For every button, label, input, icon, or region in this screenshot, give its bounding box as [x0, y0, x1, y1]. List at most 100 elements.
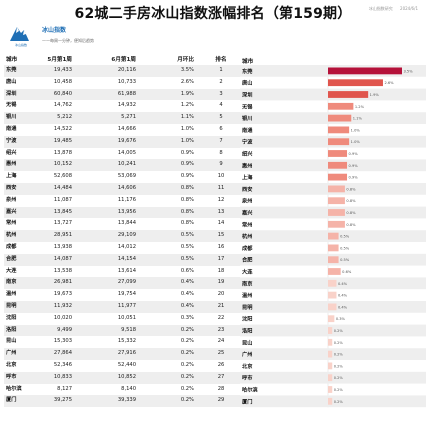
table-row: 深圳 60,840 61,988 1.9% 3 [4, 88, 240, 101]
chart-value-label: 0.3% [336, 317, 346, 321]
chart-value-label: 1.1% [353, 117, 363, 121]
jun-value-cell: 14,012 [117, 243, 136, 250]
city-cell: 东莞 [6, 67, 17, 73]
mom-change-cell: 1.2% [180, 102, 194, 109]
jun-value-cell: 61,988 [117, 90, 136, 97]
jun-value-cell: 20,116 [117, 67, 136, 73]
chart-value-label: 0.8% [346, 223, 356, 227]
may-value-cell: 8,127 [57, 385, 72, 392]
chart-bar [328, 279, 337, 287]
rank-cell: 8 [219, 149, 223, 156]
rank-cell: 19 [217, 279, 225, 286]
mom-change-cell: 0.5% [180, 232, 194, 239]
chart-value-label: 0.2% [334, 376, 344, 380]
city-cell: 大连 [6, 267, 17, 274]
chart-value-label: 0.5% [340, 246, 350, 250]
city-cell: 合肥 [6, 255, 17, 262]
may-value-cell: 60,840 [53, 90, 72, 97]
table-row: 唐山 10,458 10,733 2.6% 2 [4, 77, 240, 89]
chart-bar [328, 303, 337, 311]
chart-category-label: 沈阳 [242, 315, 252, 323]
city-cell: 常州 [6, 220, 17, 227]
chart-value-label: 0.4% [338, 305, 348, 309]
may-value-cell: 14,762 [53, 102, 72, 109]
chart-bar [328, 114, 352, 122]
city-cell: 昆山 [6, 338, 17, 345]
header-mom: 月环比 [177, 57, 194, 63]
rank-cell: 14 [217, 220, 225, 227]
rank-cell: 5 [219, 114, 223, 121]
city-cell: 北京 [6, 361, 17, 368]
jun-value-cell: 19,676 [117, 137, 136, 144]
mountain-icon [10, 27, 29, 41]
mom-change-cell: 1.0% [180, 137, 194, 144]
rank-cell: 11 [217, 184, 225, 191]
rank-cell: 3 [219, 90, 223, 97]
chart-value-label: 0.2% [334, 400, 344, 404]
may-value-cell: 13,727 [53, 220, 72, 227]
chart-value-label: 0.2% [334, 341, 344, 345]
mom-change-cell: 0.8% [180, 208, 194, 215]
mom-change-cell: 0.2% [180, 373, 194, 380]
mom-change-cell: 2.6% [180, 78, 194, 85]
chart-value-label: 0.5% [340, 258, 350, 262]
chart-category-label: 北京 [242, 362, 252, 370]
table-row: 大连 13,538 13,614 0.6% 18 [4, 266, 240, 278]
mom-change-cell: 0.8% [180, 196, 194, 203]
rank-cell: 16 [217, 243, 225, 250]
jun-value-cell: 10,241 [117, 161, 136, 168]
may-value-cell: 13,878 [53, 149, 72, 156]
may-value-cell: 52,346 [53, 361, 72, 368]
logo-text: 冰山指数 [14, 43, 27, 47]
chart-value-label: 2.6% [384, 81, 394, 85]
chart-category-label: 昆山 [242, 338, 252, 346]
mom-change-cell: 0.3% [180, 314, 194, 321]
may-value-cell: 5,212 [57, 114, 72, 121]
rank-cell: 21 [217, 302, 225, 309]
chart-bar [328, 185, 345, 193]
table-row: 洛阳 9,499 9,518 0.2% 23 [4, 324, 240, 337]
may-value-cell: 9,499 [57, 326, 72, 333]
chart-value-label: 0.9% [349, 152, 359, 156]
meta-date: 2024/6/1 [400, 6, 418, 11]
may-value-cell: 14,522 [53, 125, 72, 132]
chart-value-label: 0.4% [338, 282, 348, 286]
header-jun: 6月第1周 [111, 57, 136, 63]
chart-value-label: 0.6% [342, 270, 352, 274]
chart-category-label: 嘉兴 [241, 209, 253, 217]
jun-value-cell: 27,099 [117, 279, 136, 286]
jun-value-cell: 14,005 [117, 149, 136, 156]
bar-chart: 城市 东莞 3.5% 唐山 2.6% 深圳 1.9% 无锡 1.2% 银川 1.1% 南通 1.0% 宁波… [240, 56, 426, 426]
mom-change-cell: 0.8% [180, 220, 194, 227]
chart-bar [328, 291, 337, 299]
mom-change-cell: 0.4% [180, 279, 194, 286]
table-row: 沈阳 10,020 10,051 0.3% 22 [4, 313, 240, 325]
mom-change-cell: 3.5% [180, 67, 194, 73]
table-row: 温州 19,673 19,754 0.4% 20 [4, 289, 240, 301]
chart-category-label: 呼市 [242, 374, 253, 382]
may-value-cell: 10,152 [53, 161, 72, 168]
chart-value-label: 0.2% [334, 388, 344, 392]
brand-slogan: ——每周一分钟，便知后趋势 [42, 38, 94, 43]
rank-cell: 24 [217, 338, 225, 345]
chart-value-label: 0.2% [334, 364, 344, 368]
chart-bar [328, 67, 402, 75]
mom-change-cell: 0.9% [180, 161, 194, 168]
chart-category-label: 温州 [242, 291, 252, 299]
page-title: 62城二手房冰山指数涨幅排名（第159期） [74, 6, 352, 22]
chart-bar [328, 268, 341, 275]
chart-value-label: 3.5% [404, 69, 414, 73]
may-value-cell: 27,864 [53, 350, 72, 357]
mom-change-cell: 0.2% [180, 397, 194, 404]
city-cell: 泉州 [6, 196, 17, 203]
city-cell: 杭州 [6, 232, 17, 239]
chart-bar [328, 161, 348, 169]
table-row: 南通 14,522 14,666 1.0% 6 [4, 124, 240, 136]
chart-value-label: 1.0% [351, 140, 361, 144]
chart-category-label: 常州 [242, 220, 252, 228]
chart-value-label: 0.8% [346, 187, 356, 191]
may-value-cell: 26,981 [53, 279, 72, 286]
jun-value-cell: 13,844 [117, 220, 136, 227]
jun-value-cell: 14,606 [117, 184, 136, 191]
mom-change-cell: 0.4% [180, 291, 194, 298]
